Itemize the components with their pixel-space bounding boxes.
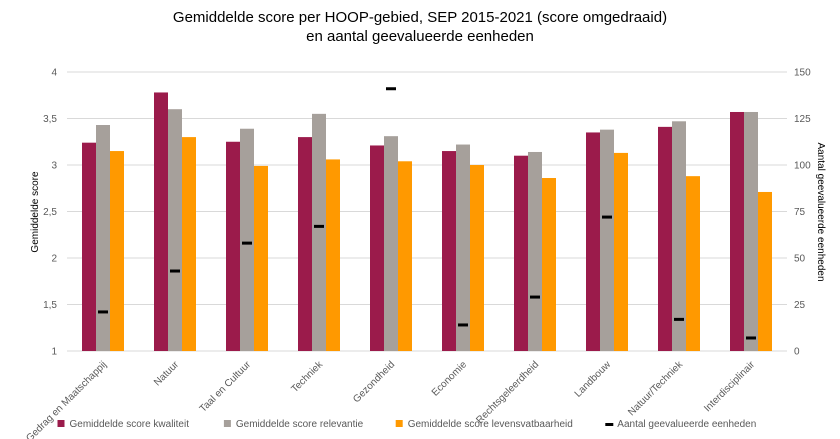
bar-levensvatbaarheid-natuur-techniek (686, 176, 700, 351)
y2-axis-ticks: 0 25 50 75 100 125 150 (794, 68, 811, 358)
bar-relevantie-taal-en-cultuur (240, 128, 254, 351)
y-tick-label: 3 (51, 161, 57, 172)
bar-kwaliteit-landbouw (586, 132, 600, 351)
y2-tick-label: 100 (794, 161, 811, 172)
bar-relevantie-techniek (312, 113, 326, 351)
y2-axis-title: Aantal geevalueerde eenheden (815, 142, 826, 281)
count-marker-natuur-techniek (674, 317, 684, 321)
bar-levensvatbaarheid-techniek (326, 159, 340, 351)
chart-title: Gemiddelde score per HOOP-gebied, SEP 20… (173, 9, 667, 26)
bar-relevantie-interdisciplinair (744, 111, 758, 352)
x-tick-label: Techniek (289, 359, 325, 395)
legend-label: Gemiddelde score levensvatbaarheid (408, 419, 573, 430)
legend-swatch-relevantie (223, 420, 231, 427)
x-tick-label: Gezondheid (351, 359, 397, 405)
bar-levensvatbaarheid-gedrag-en-maatschappij (110, 151, 124, 351)
y-tick-label: 1,5 (43, 300, 57, 311)
bar-relevantie-natuur-techniek (672, 121, 686, 351)
legend-swatch-kwaliteit (57, 420, 65, 427)
bar-kwaliteit-gezondheid (370, 145, 384, 351)
chart-subtitle: en aantal geevalueerde eenheden (306, 28, 534, 45)
bar-kwaliteit-economie (442, 151, 456, 351)
bar-relevantie-landbouw (600, 129, 614, 351)
count-marker-gedrag-en-maatschappij (98, 310, 108, 314)
bar-levensvatbaarheid-taal-en-cultuur (254, 165, 268, 351)
count-marker-landbouw (602, 215, 612, 219)
x-tick-label: Landbouw (573, 359, 614, 400)
bar-kwaliteit-interdisciplinair (730, 111, 744, 352)
x-tick-label: Interdisciplinair (702, 359, 757, 414)
count-marker-techniek (314, 224, 324, 228)
bar-relevantie-rechtsgeleerdheid (528, 151, 542, 351)
count-marker-group (98, 87, 756, 340)
bar-levensvatbaarheid-economie (470, 165, 484, 351)
bar-relevantie-economie (456, 144, 470, 351)
bar-levensvatbaarheid-landbouw (614, 152, 628, 351)
y2-tick-label: 75 (794, 207, 806, 218)
bar-series-group (82, 92, 772, 352)
y-axis-title: Gemiddelde score (30, 171, 41, 253)
count-marker-economie (458, 323, 468, 327)
bar-kwaliteit-rechtsgeleerdheid (514, 155, 528, 351)
count-marker-taal-en-cultuur (242, 241, 252, 245)
bar-kwaliteit-techniek (298, 137, 312, 351)
count-marker-interdisciplinair (746, 336, 756, 340)
bar-kwaliteit-natuur-techniek (658, 126, 672, 352)
y-axis-ticks: 1 1,5 2 2,5 3 3,5 4 (43, 68, 57, 358)
bar-levensvatbaarheid-interdisciplinair (758, 191, 772, 351)
y-tick-label: 3,5 (43, 114, 57, 125)
y-tick-label: 2 (51, 254, 57, 265)
legend-label: Gemiddelde score relevantie (236, 419, 364, 430)
y-tick-label: 1 (51, 347, 57, 358)
y2-tick-label: 150 (794, 68, 811, 79)
x-tick-label: Economie (430, 359, 470, 399)
bar-relevantie-natuur (168, 109, 182, 351)
bar-levensvatbaarheid-natuur (182, 137, 196, 351)
bar-relevantie-gedrag-en-maatschappij (96, 125, 110, 351)
count-marker-gezondheid (386, 87, 396, 91)
y2-tick-label: 0 (794, 347, 800, 358)
legend-swatch-count (605, 423, 614, 426)
legend-swatch-levensvatbaarheid (395, 420, 403, 427)
y2-tick-label: 25 (794, 300, 806, 311)
legend-label: Gemiddelde score kwaliteit (70, 419, 190, 430)
y2-tick-label: 50 (794, 254, 806, 265)
bar-levensvatbaarheid-rechtsgeleerdheid (542, 178, 556, 351)
x-tick-label: Natuur (152, 359, 181, 388)
legend: Gemiddelde score kwaliteit Gemiddelde sco… (57, 419, 756, 430)
legend-label: Aantal geevalueerde eenheden (617, 419, 756, 430)
bar-kwaliteit-gedrag-en-maatschappij (82, 142, 96, 351)
x-tick-label: Natuur/Techniek (626, 359, 686, 419)
bar-kwaliteit-natuur (154, 92, 168, 352)
bar-levensvatbaarheid-gezondheid (398, 161, 412, 351)
y-tick-label: 4 (51, 68, 57, 79)
x-tick-label: Rechtsgeleerdheid (474, 359, 541, 426)
y-tick-label: 2,5 (43, 207, 57, 218)
count-marker-natuur (170, 269, 180, 273)
x-tick-label: Taal en Cultuur (198, 359, 254, 415)
bar-kwaliteit-taal-en-cultuur (226, 141, 240, 351)
bar-relevantie-gezondheid (384, 136, 398, 351)
count-marker-rechtsgeleerdheid (530, 295, 540, 299)
y2-tick-label: 125 (794, 114, 811, 125)
